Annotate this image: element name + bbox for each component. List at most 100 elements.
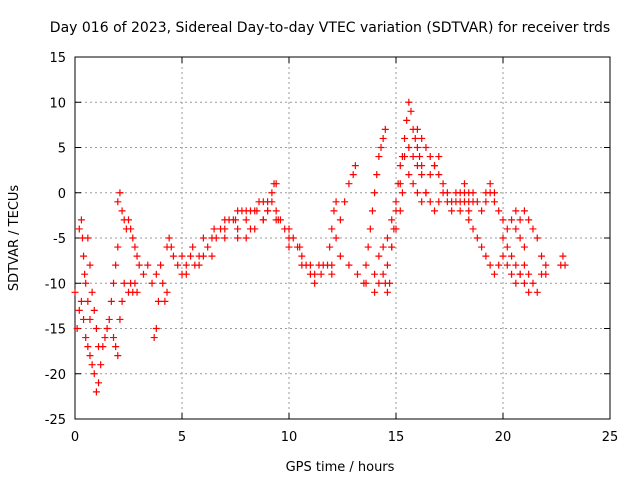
y-tick-label: 15 bbox=[49, 51, 66, 66]
data-point bbox=[473, 198, 481, 206]
data-point bbox=[80, 252, 88, 260]
data-point bbox=[448, 207, 456, 215]
data-point bbox=[144, 261, 152, 269]
data-point bbox=[520, 261, 528, 269]
data-point bbox=[84, 343, 92, 351]
data-point bbox=[362, 261, 370, 269]
data-point bbox=[388, 243, 396, 251]
data-point bbox=[75, 225, 83, 233]
data-point bbox=[525, 270, 533, 278]
data-point bbox=[559, 252, 567, 260]
data-point bbox=[360, 279, 368, 287]
y-tick-label: -15 bbox=[45, 323, 66, 338]
data-point bbox=[86, 352, 94, 360]
chart-title: Day 016 of 2023, Sidereal Day-to-day VTE… bbox=[50, 20, 610, 36]
data-point bbox=[86, 261, 94, 269]
data-point bbox=[332, 234, 340, 242]
data-point bbox=[259, 216, 267, 224]
data-point bbox=[439, 180, 447, 188]
data-point bbox=[443, 189, 451, 197]
data-point bbox=[349, 171, 357, 179]
data-point bbox=[152, 270, 160, 278]
data-point bbox=[512, 261, 520, 269]
data-point bbox=[503, 261, 511, 269]
data-point bbox=[88, 288, 96, 296]
data-point bbox=[131, 279, 139, 287]
data-point bbox=[95, 343, 103, 351]
data-point bbox=[221, 225, 229, 233]
data-point bbox=[296, 243, 304, 251]
data-point bbox=[182, 270, 190, 278]
data-point bbox=[533, 234, 541, 242]
data-point bbox=[561, 261, 569, 269]
data-point bbox=[154, 297, 162, 305]
data-point bbox=[118, 297, 126, 305]
data-point bbox=[422, 144, 430, 151]
data-point bbox=[73, 325, 81, 332]
y-axis-label: SDTVAR / TECUs bbox=[7, 185, 22, 292]
data-point bbox=[210, 225, 218, 233]
data-point bbox=[388, 216, 396, 224]
data-point bbox=[411, 134, 419, 142]
data-point bbox=[364, 243, 372, 251]
data-point bbox=[118, 207, 126, 215]
data-point bbox=[448, 198, 456, 206]
data-point bbox=[403, 116, 411, 124]
data-point bbox=[107, 297, 115, 305]
data-point bbox=[383, 288, 391, 296]
data-point bbox=[422, 189, 430, 197]
data-point bbox=[508, 216, 516, 224]
data-point bbox=[114, 243, 122, 251]
data-point bbox=[413, 125, 421, 133]
data-point bbox=[418, 198, 426, 206]
data-point bbox=[371, 270, 379, 278]
x-axis-label: GPS time / hours bbox=[286, 460, 395, 475]
data-point bbox=[373, 171, 381, 179]
data-point bbox=[465, 216, 473, 224]
data-point bbox=[478, 243, 486, 251]
y-tick-label: 5 bbox=[58, 142, 66, 157]
data-point bbox=[95, 379, 103, 387]
data-point bbox=[101, 334, 109, 342]
data-point bbox=[195, 261, 203, 269]
data-point bbox=[345, 180, 353, 188]
data-point bbox=[456, 198, 464, 206]
data-point bbox=[116, 315, 124, 323]
data-point bbox=[174, 261, 182, 269]
data-point bbox=[81, 270, 89, 278]
data-point bbox=[114, 352, 122, 360]
data-point bbox=[84, 234, 92, 242]
data-point bbox=[148, 279, 156, 287]
data-point bbox=[495, 261, 503, 269]
data-point bbox=[84, 297, 92, 305]
y-tick-label: 0 bbox=[58, 187, 66, 202]
data-point bbox=[416, 153, 424, 161]
data-point bbox=[212, 234, 220, 242]
data-point bbox=[285, 225, 293, 233]
data-point bbox=[112, 261, 120, 269]
data-point bbox=[125, 216, 132, 224]
y-tick-label: 10 bbox=[49, 96, 66, 111]
data-point bbox=[328, 261, 336, 269]
data-point bbox=[311, 270, 319, 278]
y-tick-label: -10 bbox=[45, 277, 66, 292]
data-point bbox=[398, 189, 406, 197]
data-point bbox=[396, 162, 404, 170]
x-tick-label: 15 bbox=[388, 430, 405, 445]
data-point bbox=[381, 125, 389, 133]
data-point bbox=[482, 252, 490, 260]
data-point bbox=[533, 288, 541, 296]
data-point bbox=[392, 198, 400, 206]
data-point bbox=[490, 270, 498, 278]
data-point bbox=[405, 98, 413, 106]
data-point bbox=[131, 243, 139, 251]
data-point bbox=[413, 144, 421, 151]
data-point bbox=[242, 234, 250, 242]
data-point bbox=[86, 315, 94, 323]
data-point bbox=[268, 189, 276, 197]
data-point bbox=[386, 279, 394, 287]
data-point bbox=[298, 252, 306, 260]
data-point bbox=[234, 225, 242, 233]
data-point bbox=[272, 207, 280, 215]
x-axis: 0 5 10 15 20 25 bbox=[71, 57, 618, 445]
